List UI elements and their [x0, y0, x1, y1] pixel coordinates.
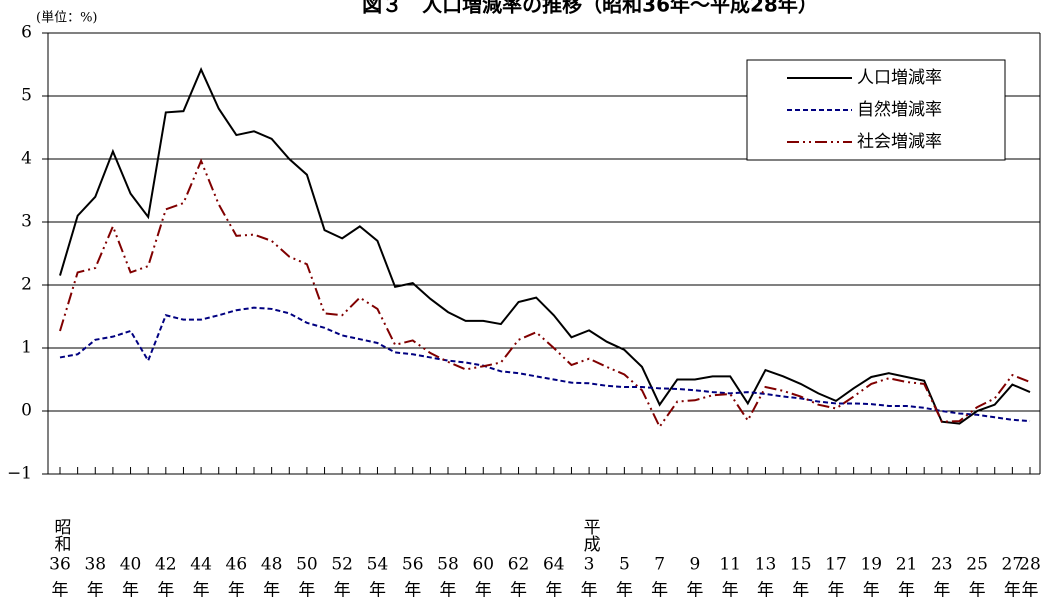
era-label: 平成: [580, 518, 601, 552]
x-unit-label: 年: [828, 581, 845, 601]
series-line: [59, 306, 1031, 423]
x-tick-label: 19: [860, 555, 882, 575]
x-unit-label: 年: [298, 581, 315, 601]
x-tick-label: 17: [825, 555, 847, 575]
x-tick-label: 28: [1019, 555, 1041, 575]
x-tick-label: 15: [790, 555, 812, 575]
x-unit-label: 年: [792, 581, 809, 601]
x-tick-label: 36: [49, 555, 71, 575]
y-tick-label: 6: [21, 23, 32, 43]
x-unit-label: 年: [651, 581, 668, 601]
x-tick-label: 48: [261, 555, 283, 575]
x-tick-label: 23: [931, 555, 953, 575]
x-unit-label: 年: [933, 581, 950, 601]
x-tick-label: 5: [619, 555, 630, 575]
x-unit-label: 年: [898, 581, 915, 601]
x-unit-label: 年: [369, 581, 386, 601]
x-unit-label: 年: [510, 581, 527, 601]
y-tick-label: 4: [21, 149, 32, 169]
x-unit-label: 年: [52, 581, 69, 601]
x-tick-label: 3: [584, 555, 595, 575]
x-unit-label: 年: [1004, 581, 1021, 601]
legend-label: 人口増減率: [857, 68, 942, 88]
x-tick-label: 25: [966, 555, 988, 575]
x-unit-label: 年: [686, 581, 703, 601]
x-unit-label: 年: [404, 581, 421, 601]
x-tick-label: 7: [654, 555, 665, 575]
x-unit-label: 年: [157, 581, 174, 601]
x-tick-label: 27: [1002, 555, 1024, 575]
x-tick-label: 38: [84, 555, 106, 575]
y-tick-label: 5: [21, 86, 32, 106]
legend-label: 社会増減率: [857, 132, 942, 152]
x-unit-label: 年: [616, 581, 633, 601]
legend-label: 自然増減率: [857, 100, 942, 120]
x-tick-label: 40: [120, 555, 142, 575]
x-unit-label: 年: [757, 581, 774, 601]
x-tick-label: 56: [402, 555, 424, 575]
x-unit-label: 年: [722, 581, 739, 601]
x-tick-label: 44: [190, 555, 212, 575]
y-tick-label: 0: [21, 401, 32, 421]
x-tick-label: 60: [472, 555, 494, 575]
x-tick-label: 64: [543, 555, 565, 575]
x-unit-label: 年: [475, 581, 492, 601]
x-unit-label: 年: [863, 581, 880, 601]
x-unit-label: 年: [122, 581, 139, 601]
x-tick-label: 52: [331, 555, 353, 575]
x-unit-label: 年: [440, 581, 457, 601]
x-tick-label: 21: [896, 555, 918, 575]
x-tick-label: 13: [755, 555, 777, 575]
x-unit-label: 年: [969, 581, 986, 601]
chart-title: 図３ 人口増減率の推移（昭和36年～平成28年）: [362, 0, 818, 17]
x-unit-label: 年: [193, 581, 210, 601]
x-unit-label: 年: [545, 581, 562, 601]
x-unit-label: 年: [87, 581, 104, 601]
x-unit-label: 年: [228, 581, 245, 601]
x-tick-label: 54: [367, 555, 389, 575]
x-tick-label: 62: [508, 555, 530, 575]
x-tick-label: 50: [296, 555, 318, 575]
y-tick-label: −1: [7, 464, 32, 484]
x-unit-label: 年: [263, 581, 280, 601]
x-unit-label: 年: [334, 581, 351, 601]
series-line: [59, 158, 1031, 429]
y-tick-label: 2: [21, 275, 32, 295]
x-tick-label: 9: [689, 555, 700, 575]
y-tick-label: 3: [21, 212, 32, 232]
y-unit-label: (単位：%): [36, 10, 98, 26]
x-unit-label: 年: [1022, 581, 1039, 601]
x-tick-label: 58: [437, 555, 459, 575]
era-label: 昭和: [51, 518, 72, 552]
x-unit-label: 年: [581, 581, 598, 601]
x-tick-label: 11: [719, 555, 741, 575]
x-tick-label: 42: [155, 555, 177, 575]
series-line: [59, 67, 1031, 425]
y-tick-label: 1: [21, 338, 32, 358]
x-tick-label: 46: [226, 555, 248, 575]
